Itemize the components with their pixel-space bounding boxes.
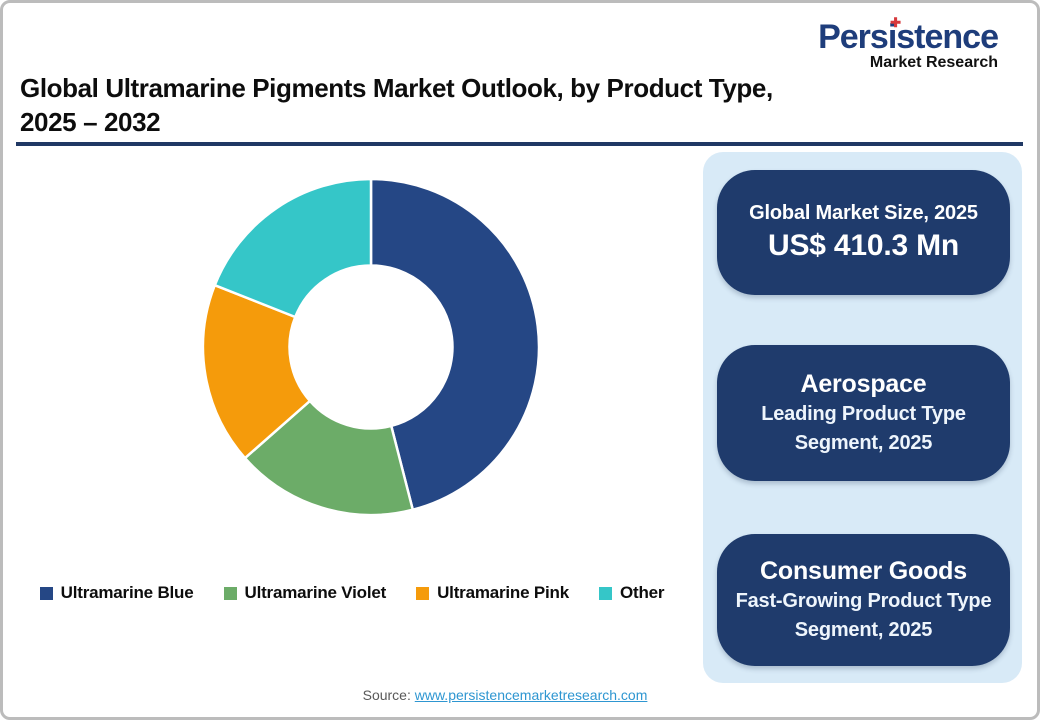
page-title: Global Ultramarine Pigments Market Outlo… — [20, 72, 880, 140]
legend-swatch-other — [599, 586, 612, 600]
legend-swatch-ultramarine-pink — [416, 586, 430, 600]
chart-legend: Ultramarine Blue Ultramarine Violet Ultr… — [0, 583, 704, 603]
legend-swatch-ultramarine-blue — [39, 586, 53, 600]
donut-segment-other — [213, 177, 373, 319]
legend-item-ultramarine-pink: Ultramarine Pink — [416, 583, 569, 603]
page-title-line1: Global Ultramarine Pigments Market Outlo… — [20, 73, 773, 103]
stat-box-title: Aerospace — [800, 369, 927, 398]
stat-box-subtitle: Leading Product Type Segment, 2025 — [761, 403, 966, 455]
page-title-line2: 2025 – 2032 — [20, 106, 161, 137]
title-divider — [16, 142, 1023, 146]
legend-label: Ultramarine Blue — [60, 583, 194, 602]
brand-logo: Persistence ✚ Market Research — [818, 16, 999, 71]
stat-box-leading-segment: Aerospace Leading Product Type Segment, … — [717, 345, 1010, 481]
source-line: Source: www.persistencemarketresearch.co… — [0, 687, 1010, 703]
brand-logo-text: Persistence — [818, 18, 999, 56]
brand-logo-name: Persistence ✚ — [818, 16, 999, 56]
legend-swatch-ultramarine-violet — [223, 586, 237, 600]
legend-item-ultramarine-blue: Ultramarine Blue — [39, 583, 194, 603]
source-link[interactable]: www.persistencemarketresearch.com — [414, 687, 648, 703]
legend-item-other: Other — [599, 583, 665, 603]
stats-panel: Global Market Size, 2025 US$ 410.3 Mn Ae… — [703, 152, 1022, 683]
logo-red-cross-icon: ✚ — [890, 15, 901, 30]
legend-label: Ultramarine Violet — [244, 583, 387, 602]
stat-box-subtitle: Fast-Growing Product Type Segment, 2025 — [735, 590, 992, 642]
stat-box-fast-growing-segment: Consumer Goods Fast-Growing Product Type… — [717, 534, 1010, 666]
legend-label: Other — [620, 583, 665, 602]
legend-item-ultramarine-violet: Ultramarine Violet — [223, 583, 387, 603]
donut-segment-ultramarine-blue — [369, 177, 541, 511]
donut-segment-ultramarine-pink — [201, 283, 312, 460]
donut-chart — [201, 177, 541, 517]
stat-box-title: Consumer Goods — [760, 556, 967, 585]
stat-box-market-size: Global Market Size, 2025 US$ 410.3 Mn — [717, 170, 1010, 295]
stat-box-title: Global Market Size, 2025 — [749, 202, 978, 225]
donut-segment-ultramarine-violet — [243, 399, 415, 517]
source-label: Source: — [362, 687, 411, 703]
brand-logo-tagline: Market Research — [869, 54, 998, 71]
stat-box-value: US$ 410.3 Mn — [767, 229, 960, 263]
legend-label: Ultramarine Pink — [437, 583, 569, 602]
